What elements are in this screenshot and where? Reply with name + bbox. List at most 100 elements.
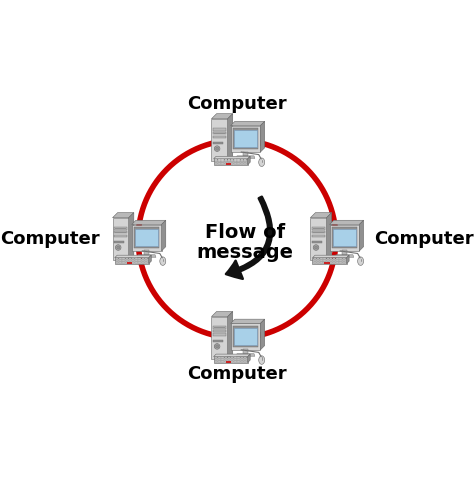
Bar: [327, 260, 329, 261]
Bar: [333, 262, 336, 263]
Bar: [228, 163, 230, 164]
Bar: [314, 262, 316, 263]
Bar: [213, 132, 226, 134]
Bar: [324, 262, 329, 264]
Bar: [138, 260, 141, 261]
Circle shape: [313, 245, 319, 250]
Ellipse shape: [357, 257, 364, 265]
Bar: [114, 231, 127, 233]
Bar: [122, 260, 125, 261]
Bar: [317, 259, 319, 260]
Polygon shape: [247, 354, 250, 363]
Bar: [218, 163, 220, 164]
Bar: [225, 359, 227, 360]
Bar: [218, 360, 220, 362]
Bar: [228, 161, 230, 162]
Bar: [231, 160, 233, 161]
Bar: [317, 260, 319, 261]
Polygon shape: [247, 156, 250, 165]
Polygon shape: [260, 121, 264, 152]
Polygon shape: [312, 255, 349, 258]
Bar: [342, 250, 347, 255]
Bar: [126, 262, 128, 263]
Bar: [114, 241, 124, 243]
Bar: [129, 262, 131, 263]
Bar: [234, 357, 237, 358]
Bar: [215, 163, 217, 164]
Bar: [333, 260, 336, 261]
Text: Flow of: Flow of: [205, 223, 285, 242]
Bar: [312, 231, 325, 233]
Bar: [215, 160, 217, 161]
Bar: [336, 262, 338, 263]
Polygon shape: [132, 225, 162, 251]
Polygon shape: [329, 225, 359, 251]
Bar: [234, 328, 257, 345]
Bar: [221, 357, 224, 358]
Polygon shape: [214, 357, 247, 363]
Bar: [233, 326, 258, 347]
Bar: [312, 241, 322, 243]
Circle shape: [216, 345, 219, 348]
Bar: [213, 142, 223, 144]
Polygon shape: [211, 114, 233, 119]
Bar: [320, 262, 323, 263]
Bar: [231, 161, 233, 162]
Bar: [132, 262, 135, 263]
Polygon shape: [346, 255, 349, 264]
Bar: [234, 161, 237, 162]
Bar: [135, 259, 137, 260]
Bar: [138, 262, 141, 263]
Bar: [244, 161, 246, 162]
Bar: [134, 227, 159, 248]
Bar: [225, 163, 227, 164]
Bar: [233, 128, 258, 149]
Circle shape: [314, 246, 318, 249]
Bar: [234, 163, 237, 164]
Bar: [142, 262, 144, 263]
Bar: [228, 359, 230, 360]
Bar: [116, 262, 118, 263]
Bar: [312, 227, 325, 229]
Polygon shape: [132, 220, 166, 225]
Bar: [244, 359, 246, 360]
Bar: [142, 260, 144, 261]
Polygon shape: [214, 156, 250, 159]
Bar: [129, 260, 131, 261]
Bar: [215, 161, 217, 162]
Bar: [116, 260, 118, 261]
Bar: [241, 359, 243, 360]
Bar: [237, 163, 240, 164]
Bar: [119, 260, 122, 261]
Bar: [145, 259, 147, 260]
Bar: [221, 359, 224, 360]
Polygon shape: [231, 126, 260, 152]
Polygon shape: [228, 114, 233, 162]
Bar: [231, 163, 233, 164]
Bar: [129, 259, 131, 260]
Bar: [343, 259, 345, 260]
Bar: [244, 163, 246, 164]
Bar: [323, 262, 326, 263]
Circle shape: [214, 344, 220, 349]
Bar: [213, 136, 226, 138]
Bar: [234, 360, 237, 362]
Bar: [225, 360, 227, 362]
Bar: [314, 260, 316, 261]
Bar: [215, 359, 217, 360]
Polygon shape: [214, 354, 250, 357]
Bar: [225, 161, 227, 162]
Polygon shape: [162, 220, 166, 251]
Polygon shape: [214, 159, 247, 165]
Bar: [135, 260, 137, 261]
Bar: [234, 160, 237, 161]
Bar: [213, 334, 226, 336]
Bar: [333, 259, 336, 260]
Bar: [114, 235, 127, 237]
Bar: [135, 229, 158, 246]
Bar: [317, 262, 319, 263]
Polygon shape: [236, 354, 255, 356]
Bar: [221, 161, 224, 162]
Bar: [122, 259, 125, 260]
Circle shape: [216, 147, 219, 150]
